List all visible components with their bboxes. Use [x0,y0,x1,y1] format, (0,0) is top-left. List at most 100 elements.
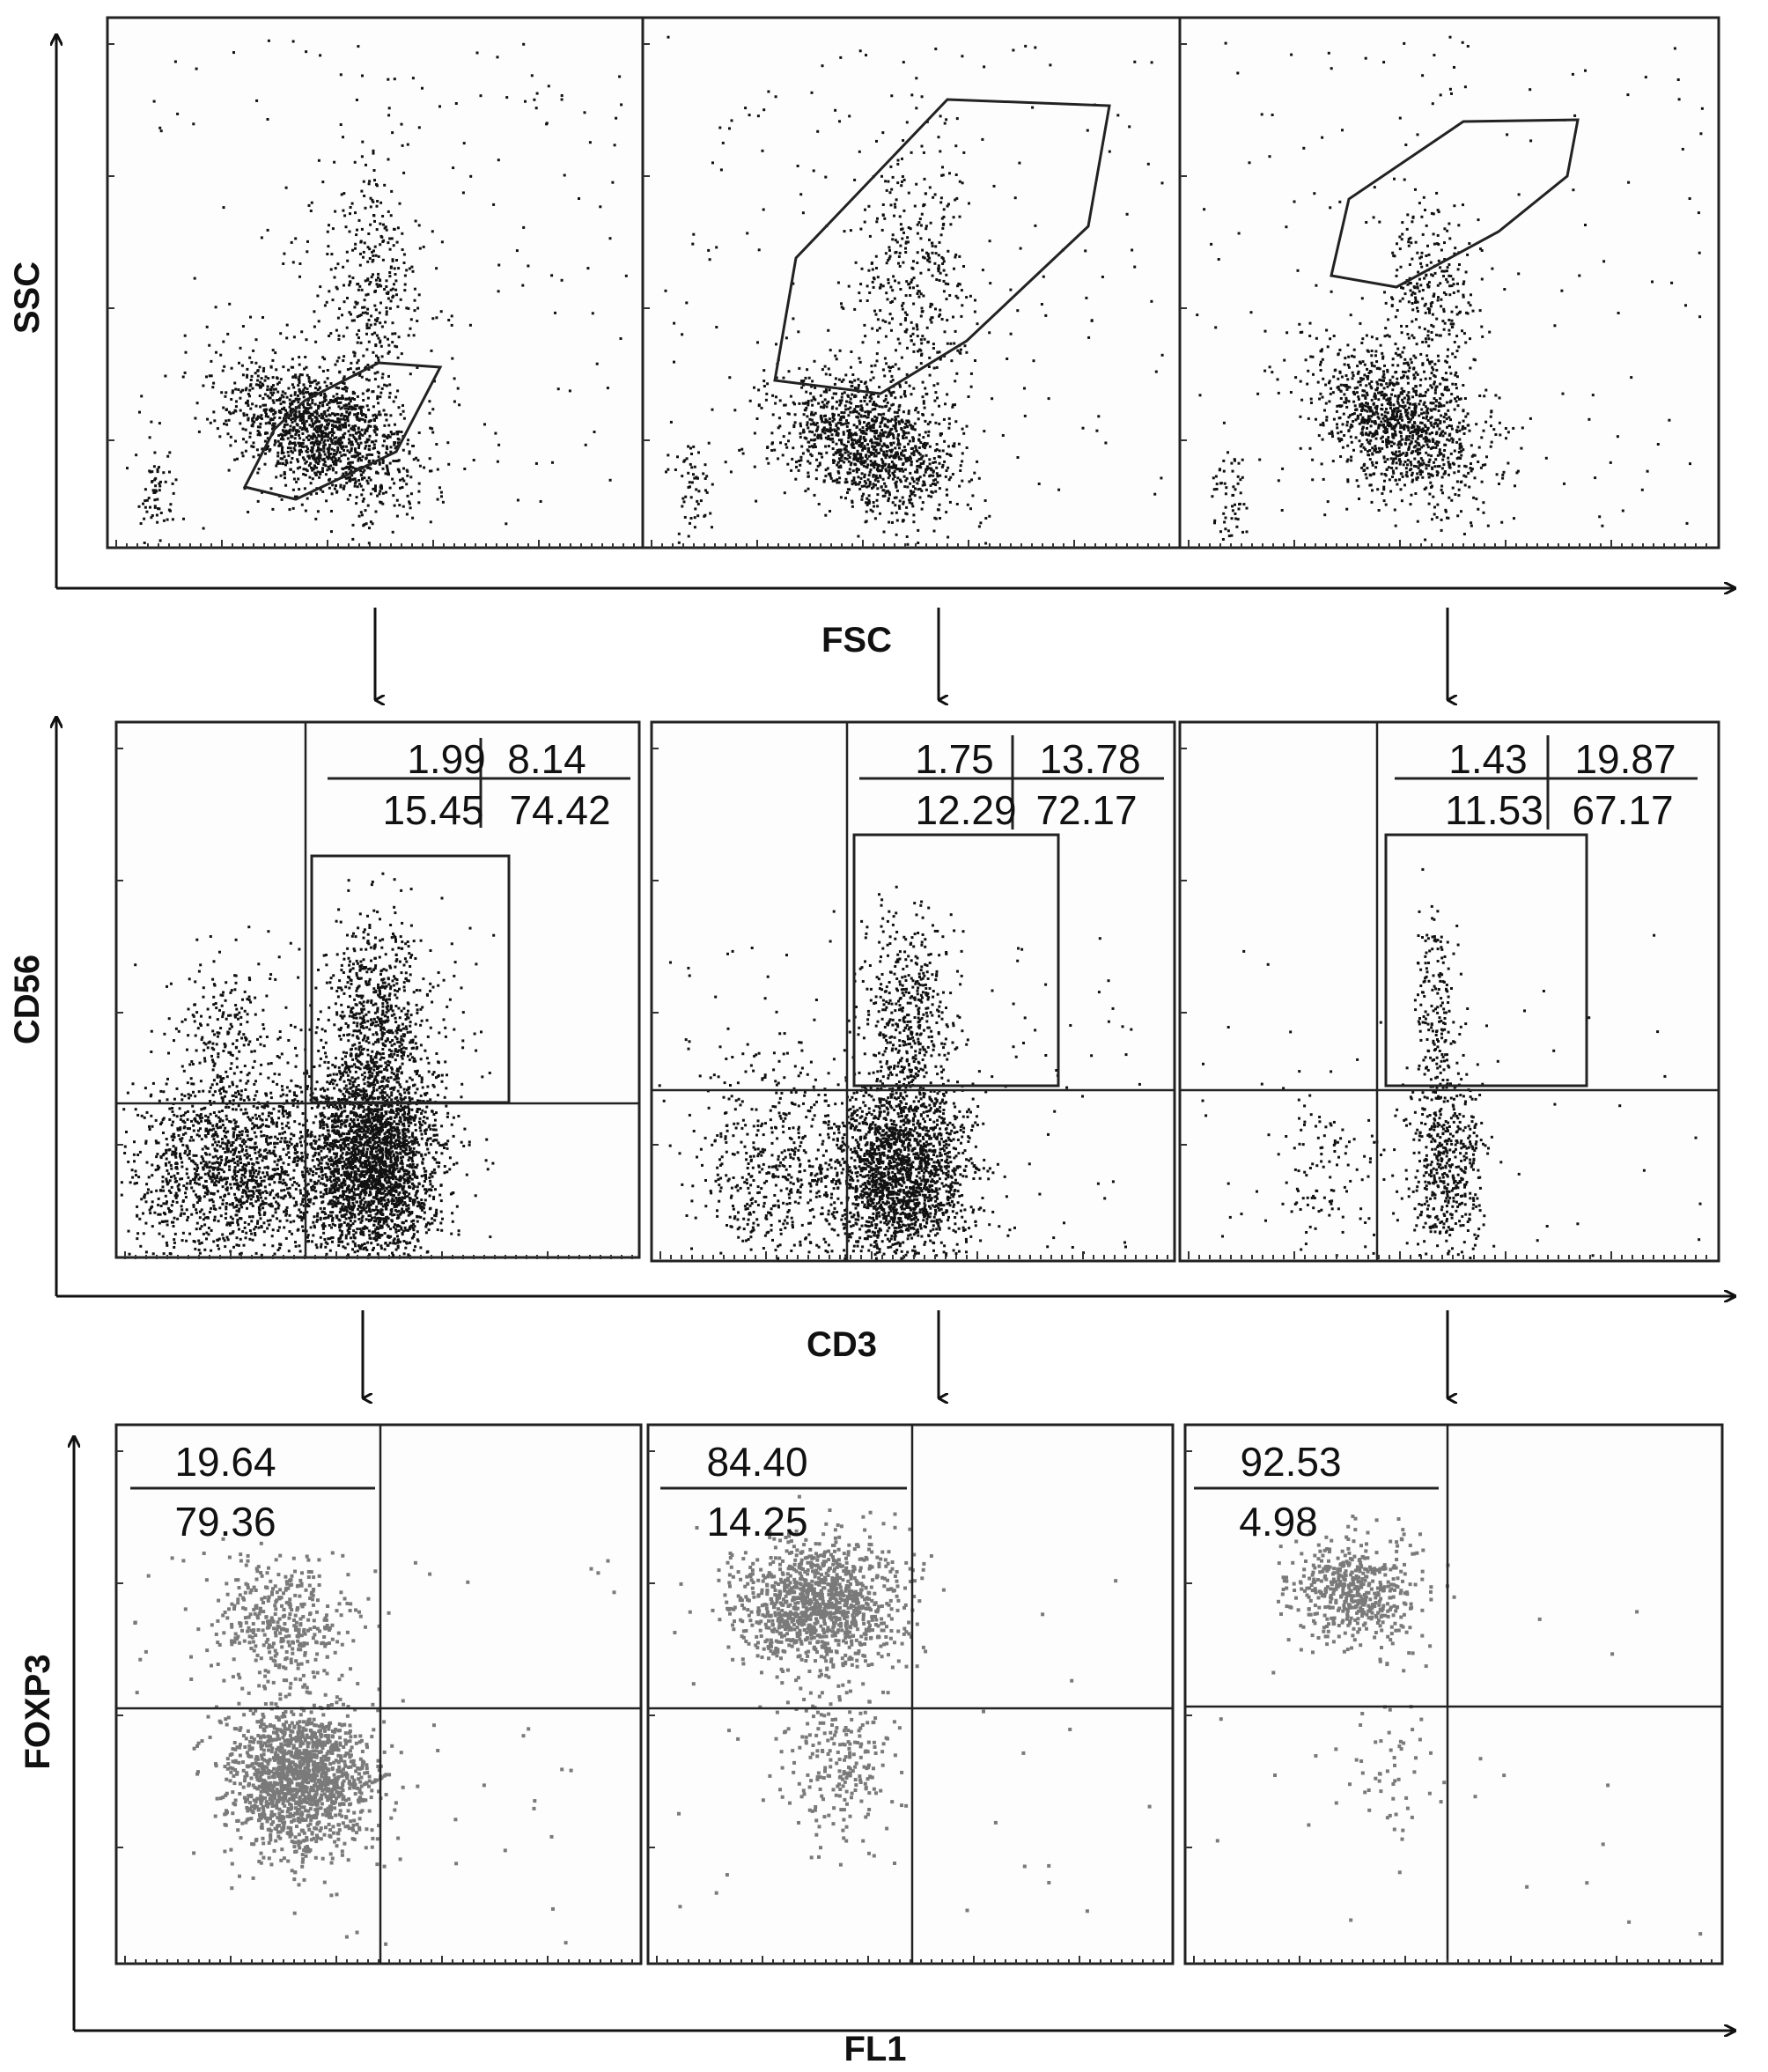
event-dot [317,320,320,323]
event-dot [910,426,913,430]
event-dot [381,502,385,505]
event-dot [397,430,401,433]
event-dot [916,335,919,338]
event-dot [264,431,267,435]
event-dot [894,396,897,400]
event-dot [374,254,378,257]
event-dot [349,433,352,437]
event-dot [388,237,392,240]
event-dot [305,409,308,413]
event-dot [839,449,843,453]
event-dot [874,313,878,316]
event-dot [880,445,884,448]
event-dot [874,462,878,466]
event-dot [317,462,320,465]
event-dot [824,418,828,421]
event-dot [375,334,379,337]
event-dot [673,360,675,364]
event-dot [873,435,876,439]
event-dot [1480,325,1484,328]
event-dot [1446,438,1449,441]
event-dot [313,416,317,419]
event-dot [360,459,363,462]
event-dot [1451,438,1455,441]
event-dot [1391,417,1395,421]
event-dot [1468,429,1471,432]
event-dot [406,494,409,498]
event-dot [890,328,893,332]
event-dot [939,233,943,237]
event-dot [684,495,688,498]
event-dot [365,438,369,441]
event-dot [414,219,417,223]
event-dot [887,409,890,412]
event-dot [1414,439,1418,443]
event-dot [1396,421,1400,424]
event-dot [903,485,907,489]
event-dot [302,388,306,392]
event-dot [584,443,587,446]
event-dot [1374,450,1378,453]
event-dot [591,312,594,315]
event-dot [711,526,713,529]
event-dot [206,417,210,421]
event-dot [907,419,910,423]
event-dot [1372,402,1375,405]
event-dot [255,99,259,102]
event-dot [291,375,295,379]
event-dot [1415,465,1418,468]
event-dot [259,405,262,409]
event-dot [1380,383,1383,387]
event-dot [1460,480,1463,483]
event-dot [875,220,879,224]
event-dot [850,365,852,369]
event-dot [1307,417,1310,420]
event-dot [696,514,700,518]
event-dot [919,237,923,240]
event-dot [313,434,317,438]
event-dot [685,457,689,461]
event-dot [1433,382,1436,386]
event-dot [865,520,868,523]
event-dot [1434,399,1438,402]
event-dot [1443,443,1447,446]
event-dot [315,457,319,461]
event-dot [366,246,370,249]
event-dot [888,493,891,497]
event-dot [808,430,812,433]
event-dot [934,483,938,487]
event-dot [338,437,341,440]
event-dot [896,181,900,185]
event-dot [308,403,312,407]
event-dot [1402,463,1405,467]
event-dot [416,306,420,310]
event-dot [839,459,842,462]
event-dot [1391,469,1395,473]
event-dot [314,441,318,445]
event-dot [892,441,895,445]
event-dot [374,484,377,488]
event-dot [281,461,284,465]
event-dot [393,443,396,446]
event-dot [430,349,433,352]
event-dot [836,449,839,452]
event-dot [397,406,401,409]
event-dot [407,306,410,310]
event-dot [272,384,275,387]
event-dot [816,433,820,437]
event-dot [1447,461,1450,464]
event-dot [868,483,872,486]
event-dot [912,260,915,263]
event-dot [1396,483,1399,486]
event-dot [1343,434,1346,437]
event-dot [868,480,872,483]
event-dot [222,206,225,210]
event-dot [365,444,368,447]
event-dot [1356,372,1359,375]
event-dot [319,471,322,475]
event-dot [919,362,923,365]
event-dot [394,423,396,426]
event-dot [387,424,391,427]
event-dot [1381,417,1385,420]
